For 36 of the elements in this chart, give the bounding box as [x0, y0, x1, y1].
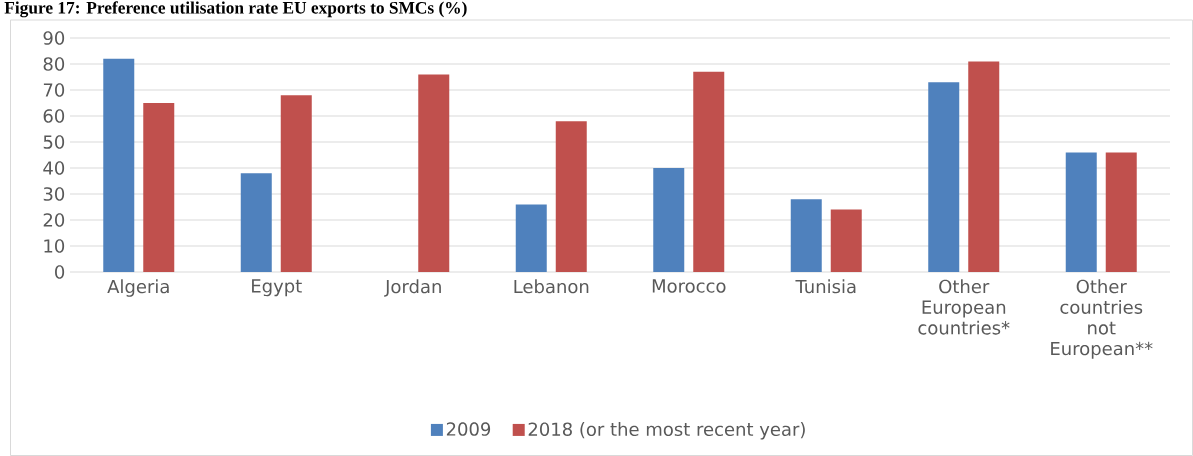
bar — [830, 209, 862, 272]
bar — [693, 71, 725, 272]
x-tick-label: Algeria — [107, 279, 169, 297]
x-tick-label: Egypt — [252, 279, 302, 297]
y-tick-label: 60 — [43, 109, 65, 123]
bar — [515, 204, 547, 272]
y-tick-label: 40 — [43, 161, 65, 175]
y-tick-label: 20 — [43, 213, 65, 227]
bar — [103, 58, 135, 272]
y-tick-label: 10 — [44, 239, 65, 253]
bar — [1105, 152, 1137, 272]
y-tick-label: 70 — [43, 83, 65, 97]
y-tick-label: 0 — [55, 265, 65, 279]
x-tick-label: Tunisia — [795, 279, 856, 294]
y-tick-label: 90 — [43, 31, 65, 45]
y-tick-label: 80 — [43, 57, 65, 71]
bar — [143, 103, 175, 272]
bar — [418, 74, 450, 272]
x-tick-label: Other European countries* — [918, 279, 1010, 335]
legend-label: 2009 — [446, 422, 491, 436]
bar — [968, 61, 1000, 272]
bar — [928, 82, 960, 272]
chart-title: Figure 17: Preference utilisation rate EU exports to SMCs (%) — [4, 1, 467, 18]
y-tick-label: 50 — [43, 135, 65, 149]
x-tick-label: Lebanon — [514, 279, 589, 294]
x-tick-label: Morocco — [652, 279, 726, 293]
bar — [555, 121, 587, 272]
bar — [240, 173, 272, 272]
legend-label: 2018 (or the most recent year) — [528, 422, 805, 440]
y-tick-label: 30 — [43, 187, 65, 201]
bar — [1065, 152, 1097, 272]
bar — [653, 168, 685, 272]
bar — [790, 199, 822, 272]
x-tick-label: Jordan — [384, 279, 441, 297]
x-tick-label: Other countries not European** — [1051, 279, 1153, 359]
bar — [280, 95, 312, 272]
